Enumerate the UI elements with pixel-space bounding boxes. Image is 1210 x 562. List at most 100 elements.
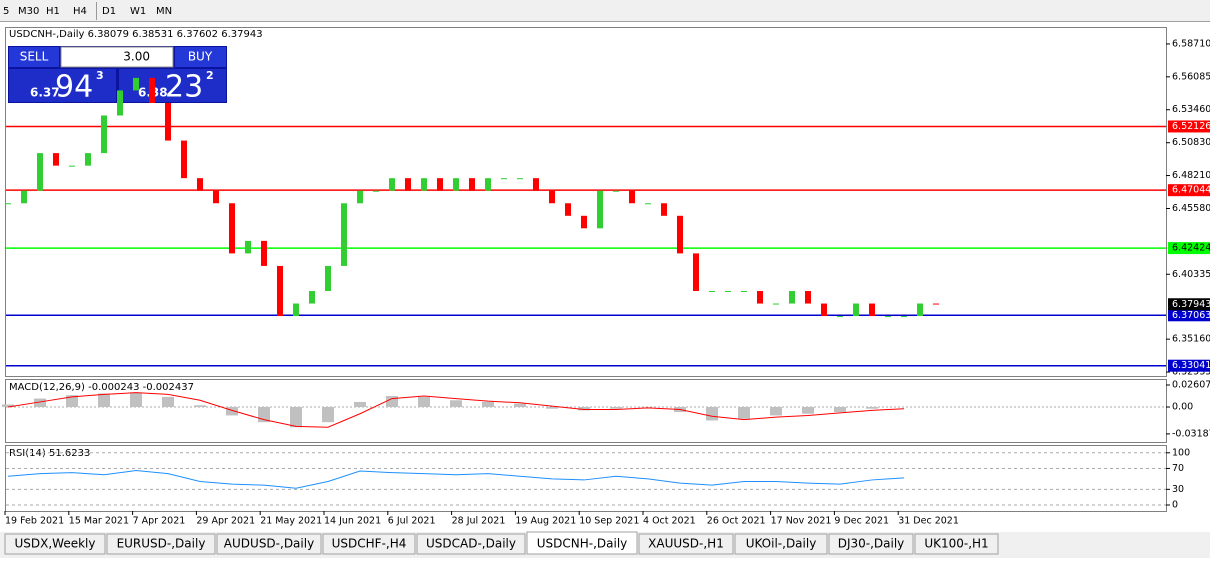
macd-frame <box>5 379 1167 443</box>
level-tag <box>1168 242 1210 255</box>
tab[interactable] <box>638 533 734 555</box>
y-tick-label: 6.35160 <box>1172 334 1210 345</box>
x-tick-label: 28 Jul 2021 <box>452 516 506 527</box>
candle <box>677 215 683 254</box>
tab-label[interactable]: USDCAD-,Daily <box>426 537 516 551</box>
timeframe-button[interactable]: 5 <box>3 6 9 17</box>
candle <box>549 190 555 204</box>
candle <box>709 291 715 293</box>
level-label: 6.52126 <box>1172 121 1210 132</box>
sell-button[interactable] <box>9 47 59 67</box>
x-tick-label: 21 May 2021 <box>260 516 322 527</box>
candle <box>437 178 443 191</box>
tab-label[interactable]: EURUSD-,Daily <box>117 537 206 551</box>
tab[interactable] <box>4 533 106 555</box>
macd-bar <box>322 407 334 423</box>
macd-bar <box>802 407 814 414</box>
y-tick-label: 6.50830 <box>1172 137 1210 148</box>
y-tick-label: 6.53460 <box>1172 104 1210 115</box>
candle <box>821 303 827 317</box>
tab[interactable] <box>914 533 999 555</box>
tab[interactable] <box>526 531 638 555</box>
x-tick-label: 26 Oct 2021 <box>707 516 766 527</box>
tab-label[interactable]: DJ30-,Daily <box>838 537 905 551</box>
tab-label[interactable]: XAUUSD-,H1 <box>648 537 724 551</box>
lots-input[interactable] <box>60 46 174 68</box>
macd-bar <box>514 403 526 408</box>
x-tick-label: 10 Sep 2021 <box>579 516 639 527</box>
candle <box>501 178 507 180</box>
candle <box>741 291 747 293</box>
rsi-line <box>7 470 905 489</box>
tab[interactable] <box>106 533 216 555</box>
candle <box>5 203 11 205</box>
tab-label[interactable]: USDCNH-,Daily <box>537 537 628 551</box>
lots-value[interactable]: 3.00 <box>123 50 150 64</box>
tab-label[interactable]: UKOil-,Daily <box>746 537 817 551</box>
candle <box>213 190 219 204</box>
candle <box>101 115 107 154</box>
candle <box>917 303 923 317</box>
level-tag <box>1168 359 1210 372</box>
macd-bar <box>194 405 206 408</box>
candle <box>773 303 779 305</box>
timeframe-button[interactable]: D1 <box>102 6 116 17</box>
candle <box>837 316 843 318</box>
timeframe-button[interactable]: MN <box>156 6 172 17</box>
y-tick-label: 6.56085 <box>1172 71 1210 82</box>
candle <box>181 140 187 179</box>
candle <box>325 265 331 292</box>
macd-bar <box>418 396 430 408</box>
tab-label[interactable]: UK100-,H1 <box>924 537 988 551</box>
candle <box>85 153 91 166</box>
tab[interactable] <box>734 533 828 555</box>
macd-bar <box>610 407 622 409</box>
tab-label[interactable]: AUDUSD-,Daily <box>224 537 314 551</box>
sell-price-big: 6.37 <box>30 86 60 100</box>
candle <box>533 178 539 191</box>
candle <box>357 190 363 204</box>
candle <box>693 253 699 292</box>
candle <box>373 190 379 192</box>
y-tick-label: 0 <box>1172 499 1178 510</box>
y-tick-label: 6.40335 <box>1172 269 1210 280</box>
macd-bar <box>834 407 846 413</box>
tab[interactable] <box>828 533 914 555</box>
macd-bar <box>34 398 46 408</box>
candle <box>69 165 75 167</box>
tab-label[interactable]: USDCHF-,H4 <box>332 537 407 551</box>
sell-price-box[interactable] <box>9 69 116 102</box>
candle <box>645 203 651 205</box>
rsi-title: RSI(14) 51.6233 <box>9 448 90 459</box>
price-tag <box>1168 298 1210 311</box>
timeframe-button[interactable]: M30 <box>18 6 39 17</box>
timeframe-button[interactable]: H4 <box>73 6 87 17</box>
tab-label[interactable]: USDX,Weekly <box>15 537 96 551</box>
sell-label[interactable]: SELL <box>20 50 49 64</box>
candle <box>341 203 347 266</box>
candle <box>453 178 459 191</box>
buy-button[interactable] <box>175 47 226 67</box>
timeframe-button[interactable]: W1 <box>130 6 146 17</box>
candle <box>565 203 571 216</box>
level-tag <box>1168 309 1210 322</box>
candle <box>117 90 123 116</box>
buy-label[interactable]: BUY <box>188 50 213 64</box>
x-tick-label: 19 Feb 2021 <box>5 516 64 527</box>
candle <box>229 203 235 254</box>
macd-bar <box>130 392 142 408</box>
tab[interactable] <box>322 533 416 555</box>
macd-bar <box>578 407 590 411</box>
timeframe-button[interactable]: H1 <box>46 6 60 17</box>
x-tick-label: 14 Jun 2021 <box>324 516 381 527</box>
candle <box>661 203 667 216</box>
level-tag <box>1168 120 1210 133</box>
sell-price-main: 94 <box>55 70 93 105</box>
candle <box>869 303 875 317</box>
macd-title: MACD(12,26,9) -0.000243 -0.002437 <box>9 382 194 393</box>
signal-line <box>7 392 905 428</box>
tab[interactable] <box>216 533 322 555</box>
candle <box>245 240 251 254</box>
tab[interactable] <box>416 533 526 555</box>
